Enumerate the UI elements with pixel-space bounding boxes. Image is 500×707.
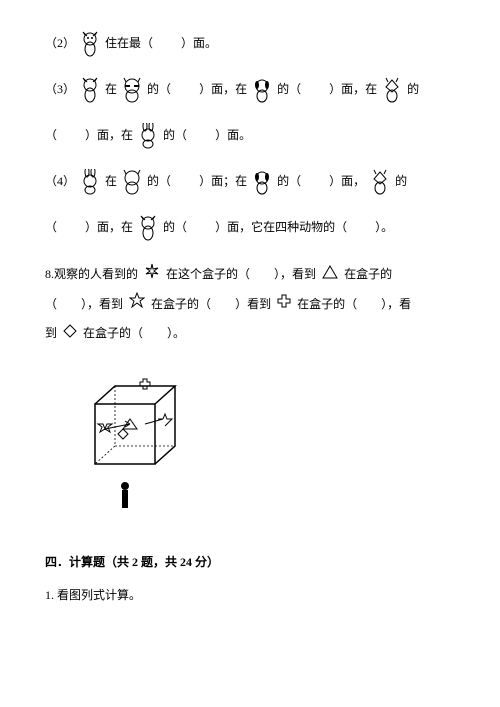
q8-blank5 (143, 326, 167, 340)
q8-prefix: 8. (45, 267, 54, 281)
q4-prefix: （4） (45, 171, 75, 193)
q3-t6: 的 (407, 79, 419, 101)
q3-l2-t4: ）面。 (215, 125, 251, 147)
q3-t3: ）面，在 (199, 79, 247, 101)
question-8: 8.观察的人看到的 在这个盒子的（ ），看到 在盒子的 （ ），看到 在盒子的（… (45, 260, 455, 349)
q4-blank1 (173, 171, 197, 193)
q8-l3-t1: 到 (45, 326, 57, 340)
q3-t2: 的（ (147, 79, 171, 101)
q8-t1: 观察的人看到的 (54, 267, 138, 281)
question-4-line2: （ ）面，在 的（ ）面，它在四种动物的（ ）。 (45, 214, 455, 242)
q4-l2-t1: （ (45, 217, 57, 239)
q3-t4: 的（ (277, 79, 301, 101)
q3-t1: 在 (105, 79, 117, 101)
q3-blank4 (189, 125, 213, 147)
raccoon-icon (121, 168, 143, 196)
dog-icon (251, 76, 273, 104)
q8-blank2 (57, 297, 81, 311)
cat-icon (137, 214, 159, 242)
star-outline-icon (129, 290, 145, 319)
q4-t4: 的（ (277, 171, 301, 193)
q8-t8: 在盒子的（ (297, 297, 357, 311)
q8-t6: 在盒子的（ (151, 297, 211, 311)
question-2: （2） 住在最（ ）面。 (45, 30, 455, 58)
q8-t11: ）。 (167, 326, 185, 340)
q2-text1: 住在最（ (105, 33, 153, 55)
q4-l2-t3: 的（ (163, 217, 187, 239)
q8-blank1 (250, 267, 274, 281)
q8-t4: 在盒子的 (344, 267, 392, 281)
triangle-icon (322, 261, 338, 290)
q4-blank2 (303, 171, 327, 193)
fox-icon (369, 168, 391, 196)
diamond-icon (63, 320, 77, 349)
q8-t5: ），看到 (81, 297, 123, 311)
q4-blank4 (189, 217, 213, 239)
q4-t5: ）面， (329, 171, 365, 193)
q4-l2-t4: ）面，它在四种动物的（ (215, 217, 347, 239)
q3-l2-t3: 的（ (163, 125, 187, 147)
q8-l2-t1: （ (45, 297, 57, 311)
section-4-title: 四．计算题（共 2 题，共 24 分） (45, 552, 455, 574)
q4-blank5 (349, 217, 373, 239)
rabbit-icon (137, 122, 159, 150)
section-4-item-1: 1. 看图列式计算。 (45, 585, 455, 607)
q8-blank4 (357, 297, 381, 311)
q2-prefix: （2） (45, 33, 75, 55)
cat-icon (79, 76, 101, 104)
q2-blank (155, 33, 179, 55)
q4-l2-t5: ）。 (375, 217, 393, 239)
fox-icon (381, 76, 403, 104)
q4-t1: 在 (105, 171, 117, 193)
question-3-line2: （ ）面，在 的（ ）面。 (45, 122, 455, 150)
q4-blank3 (59, 217, 83, 239)
q4-t3: ）面；在 (199, 171, 247, 193)
q8-t10: 在盒子的（ (83, 326, 143, 340)
q3-t5: ）面，在 (329, 79, 377, 101)
q4-t6: 的 (395, 171, 407, 193)
raccoon-icon (121, 76, 143, 104)
q8-t9: ），看 (381, 297, 411, 311)
box-diagram (75, 374, 455, 522)
q2-text2: ）面。 (181, 33, 217, 55)
q4-t2: 的（ (147, 171, 171, 193)
q3-blank2 (303, 79, 327, 101)
q8-blank3 (211, 297, 235, 311)
dog-icon (251, 168, 273, 196)
cross-icon (277, 290, 291, 319)
q8-t7: ）看到 (235, 297, 271, 311)
q3-l2-t1: （ (45, 125, 57, 147)
star-burst-icon (144, 261, 160, 290)
question-3-line1: （3） 在 的（ ）面，在 的（ ）面，在 的 (45, 76, 455, 104)
q4-l2-t2: ）面，在 (85, 217, 133, 239)
q3-prefix: （3） (45, 79, 75, 101)
q8-t3: ），看到 (274, 267, 316, 281)
q3-l2-t2: ）面，在 (85, 125, 133, 147)
q3-blank3 (59, 125, 83, 147)
q3-blank1 (173, 79, 197, 101)
cat-icon (79, 30, 101, 58)
q8-t2: 在这个盒子的（ (166, 267, 250, 281)
question-4-line1: （4） 在 的（ ）面；在 的（ ）面， 的 (45, 168, 455, 196)
rabbit-icon (79, 168, 101, 196)
